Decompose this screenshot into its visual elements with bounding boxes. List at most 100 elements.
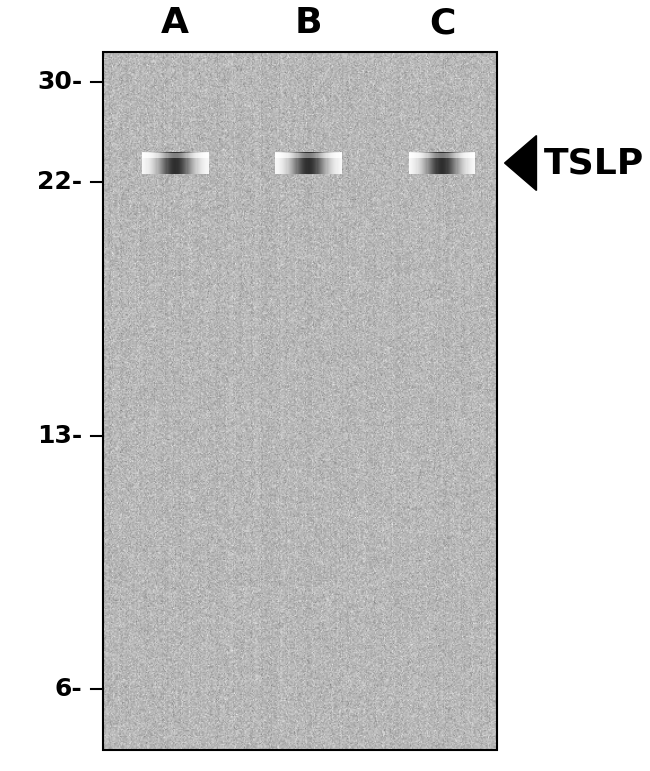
Bar bbox=[448, 152, 450, 173]
Bar bbox=[453, 153, 454, 158]
Bar bbox=[149, 152, 150, 173]
Bar bbox=[464, 152, 465, 173]
Bar bbox=[412, 152, 413, 173]
Bar bbox=[420, 153, 421, 158]
Bar bbox=[473, 153, 474, 158]
Bar bbox=[203, 153, 204, 158]
Bar bbox=[146, 153, 148, 158]
Bar bbox=[409, 153, 410, 158]
Bar bbox=[430, 152, 431, 173]
Bar bbox=[464, 153, 465, 158]
Bar bbox=[281, 152, 282, 173]
Bar bbox=[176, 153, 177, 158]
Bar bbox=[170, 153, 171, 158]
Bar bbox=[425, 153, 426, 158]
Bar bbox=[432, 152, 433, 173]
Bar bbox=[300, 153, 301, 158]
Bar bbox=[469, 152, 470, 173]
Bar bbox=[166, 152, 168, 173]
Bar bbox=[184, 152, 185, 173]
Bar bbox=[187, 153, 188, 158]
Bar bbox=[155, 152, 157, 173]
Bar bbox=[280, 153, 281, 158]
Bar bbox=[473, 152, 474, 173]
Bar bbox=[337, 153, 339, 158]
Bar bbox=[157, 152, 159, 173]
Bar bbox=[415, 152, 417, 173]
Bar bbox=[340, 152, 341, 173]
Bar bbox=[335, 152, 337, 173]
Bar bbox=[437, 152, 439, 173]
Bar bbox=[292, 152, 293, 173]
Bar bbox=[410, 152, 411, 173]
Bar bbox=[422, 152, 423, 173]
Bar bbox=[281, 153, 282, 158]
Bar bbox=[458, 153, 459, 158]
Bar bbox=[164, 152, 165, 173]
Bar bbox=[142, 153, 143, 158]
Bar bbox=[424, 152, 425, 173]
Bar bbox=[289, 152, 290, 173]
Bar bbox=[287, 153, 289, 158]
Bar bbox=[321, 152, 322, 173]
Bar bbox=[431, 153, 432, 158]
Bar bbox=[320, 153, 321, 158]
Bar bbox=[293, 152, 294, 173]
Bar bbox=[170, 152, 171, 173]
Bar bbox=[328, 153, 329, 158]
Bar bbox=[333, 153, 334, 158]
Bar bbox=[463, 153, 464, 158]
Bar bbox=[445, 152, 447, 173]
Bar bbox=[465, 153, 467, 158]
Bar bbox=[313, 153, 314, 158]
Bar bbox=[465, 152, 467, 173]
Bar bbox=[314, 152, 315, 173]
Bar bbox=[461, 152, 462, 173]
Text: C: C bbox=[429, 6, 455, 40]
Bar bbox=[334, 153, 335, 158]
Bar bbox=[199, 153, 200, 158]
Bar bbox=[194, 153, 195, 158]
Bar bbox=[182, 152, 183, 173]
Bar bbox=[194, 152, 195, 173]
Bar bbox=[188, 152, 190, 173]
Bar bbox=[278, 153, 279, 158]
Bar bbox=[185, 152, 187, 173]
Bar bbox=[161, 152, 162, 173]
Bar bbox=[151, 152, 152, 173]
Bar bbox=[192, 152, 193, 173]
Bar bbox=[434, 153, 436, 158]
Bar bbox=[337, 152, 339, 173]
Bar bbox=[460, 153, 461, 158]
Bar bbox=[284, 153, 285, 158]
Bar bbox=[426, 153, 428, 158]
Text: TSLP: TSLP bbox=[543, 146, 644, 180]
Bar bbox=[287, 152, 289, 173]
Bar bbox=[179, 152, 180, 173]
Bar bbox=[283, 152, 284, 173]
Bar bbox=[293, 153, 294, 158]
Bar bbox=[325, 152, 326, 173]
Bar bbox=[442, 152, 443, 173]
Bar bbox=[148, 152, 149, 173]
Bar bbox=[304, 152, 306, 173]
Bar bbox=[291, 152, 292, 173]
Bar bbox=[152, 152, 153, 173]
Bar bbox=[149, 153, 150, 158]
Bar bbox=[171, 153, 172, 158]
Bar bbox=[428, 152, 430, 173]
Bar bbox=[441, 152, 442, 173]
Bar bbox=[436, 152, 437, 173]
Bar bbox=[309, 152, 310, 173]
Bar bbox=[201, 153, 202, 158]
Bar bbox=[444, 152, 445, 173]
Bar bbox=[309, 153, 310, 158]
Bar bbox=[200, 153, 201, 158]
Bar bbox=[205, 152, 207, 173]
Bar bbox=[317, 153, 318, 158]
Bar bbox=[428, 153, 430, 158]
Bar bbox=[450, 153, 451, 158]
Bar bbox=[151, 153, 152, 158]
Bar bbox=[159, 152, 160, 173]
Bar bbox=[431, 152, 432, 173]
